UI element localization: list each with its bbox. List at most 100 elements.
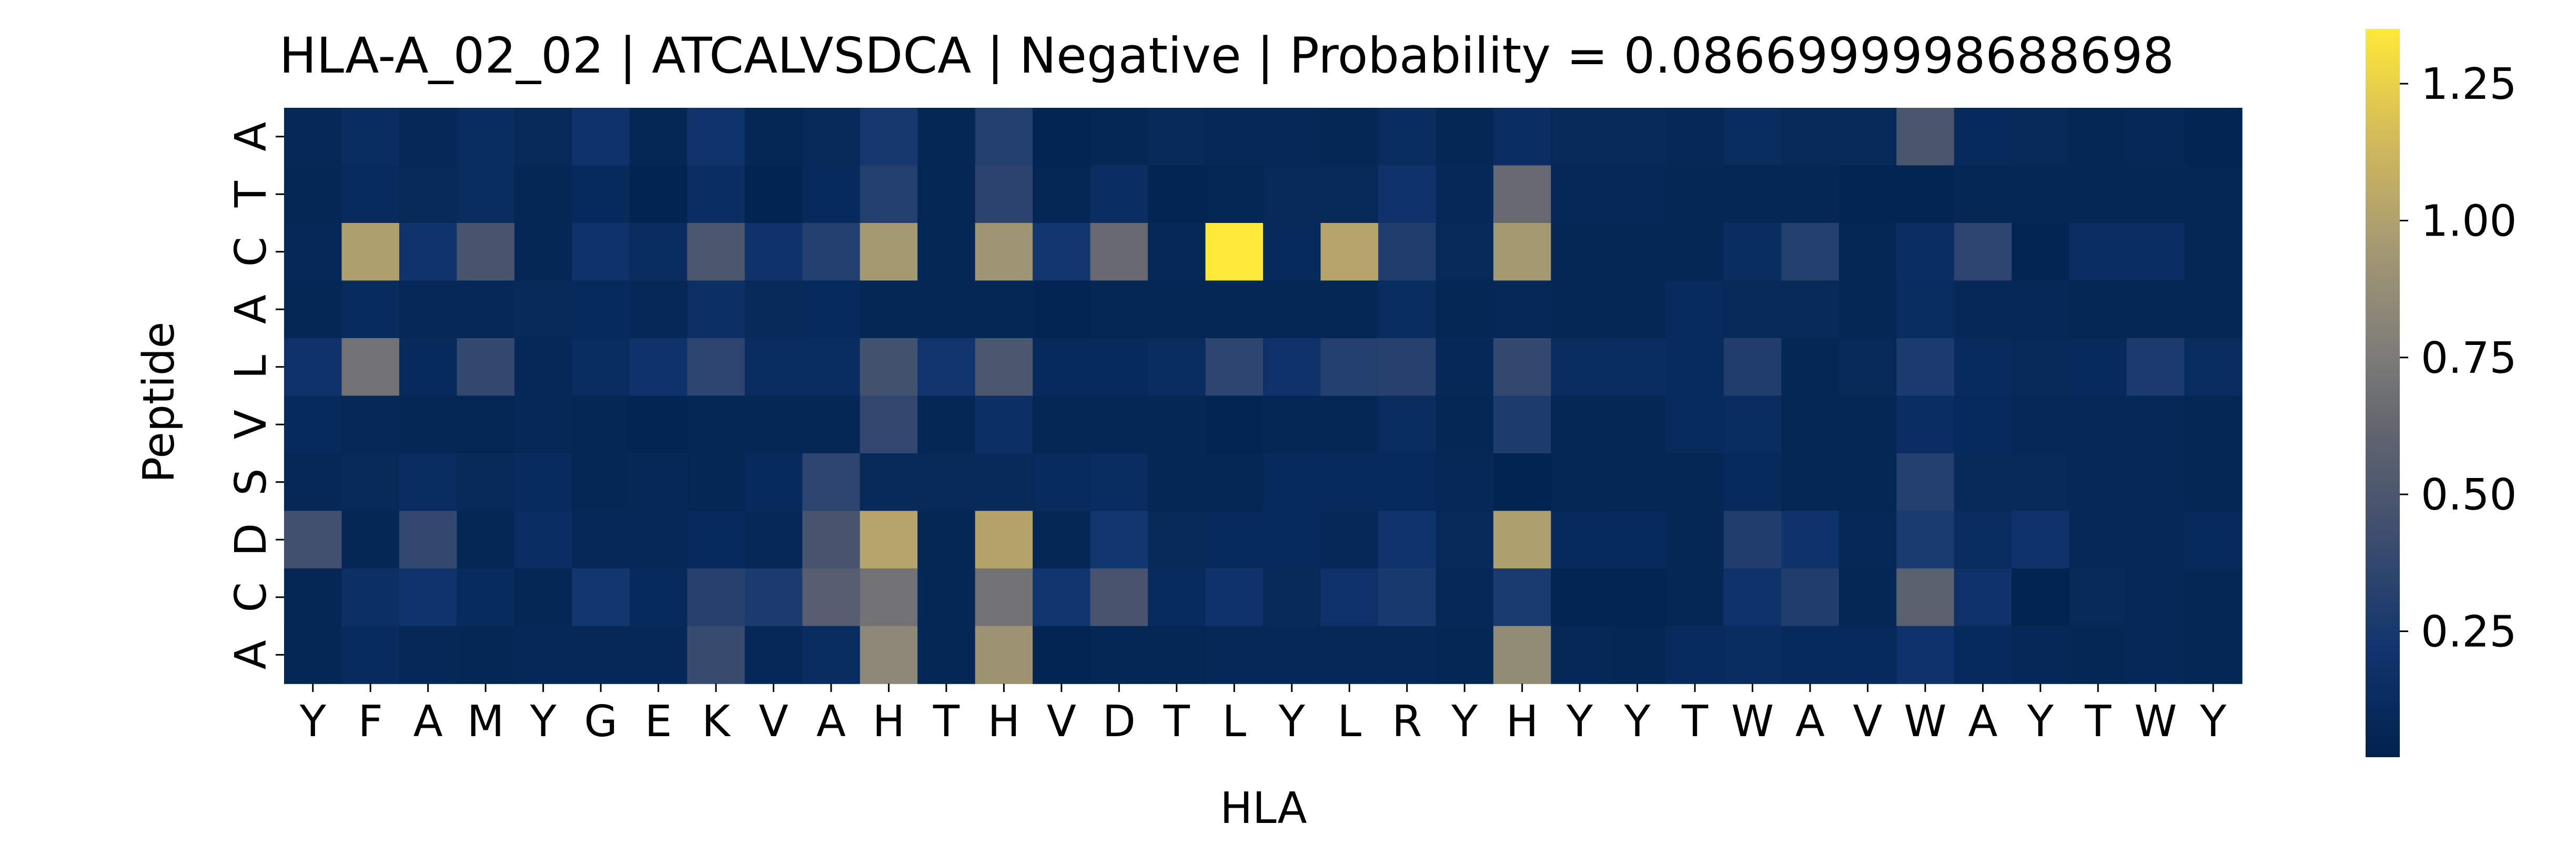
heatmap-cell (1896, 223, 1955, 281)
heatmap-cell (1148, 108, 1206, 166)
heatmap-cell (1320, 223, 1379, 281)
colorbar-tick-label: 0.75 (2421, 333, 2517, 383)
x-tick-label: W (1904, 697, 1946, 747)
heatmap-cell (1781, 568, 1840, 627)
heatmap-cell (1608, 395, 1667, 454)
heatmap-cell (975, 395, 1033, 454)
heatmap-cell (284, 568, 342, 627)
heatmap-cell (802, 108, 861, 166)
heatmap-cell (1090, 453, 1148, 512)
heatmap-cell (687, 280, 745, 339)
y-axis-label: Peptide (134, 322, 184, 483)
heatmap-cell (687, 338, 745, 396)
heatmap-cell (1896, 568, 1955, 627)
heatmap-cell (2012, 626, 2070, 684)
heatmap-cell (1493, 453, 1552, 512)
heatmap-cell (1838, 395, 1897, 454)
heatmap-cell (1723, 568, 1782, 627)
heatmap-cell (744, 511, 803, 569)
heatmap-cell (1436, 395, 1494, 454)
heatmap-cell (1896, 453, 1955, 512)
heatmap-cell (1263, 626, 1321, 684)
heatmap-cell (1090, 338, 1148, 396)
heatmap-cell (1666, 626, 1724, 684)
heatmap-cell (1551, 223, 1609, 281)
heatmap-cell (572, 511, 630, 569)
heatmap-cell (917, 223, 976, 281)
heatmap-cell (1493, 338, 1552, 396)
heatmap-cell (399, 280, 458, 339)
heatmap-cell (572, 395, 630, 454)
heatmap-cell (1551, 453, 1609, 512)
colorbar-tick-label: 0.50 (2421, 470, 2517, 520)
x-tick-label: R (1392, 697, 1422, 747)
heatmap-cell (399, 568, 458, 627)
x-tick-label: H (1506, 697, 1539, 747)
heatmap-cell (744, 108, 803, 166)
heatmap-cell (917, 453, 976, 512)
heatmap-cell (1493, 395, 1552, 454)
heatmap-cell (1090, 165, 1148, 223)
heatmap-cell (1033, 338, 1091, 396)
heatmap-cell (975, 280, 1033, 339)
x-tick-label: F (358, 697, 383, 747)
heatmap-cell (1838, 223, 1897, 281)
heatmap-cell (1723, 626, 1782, 684)
heatmap-cell (1148, 511, 1206, 569)
colorbar-tick-label: 0.25 (2421, 607, 2517, 657)
heatmap-cell (1263, 568, 1321, 627)
y-axis: ATCALVSDCA (226, 122, 284, 669)
heatmap-cell (1148, 395, 1206, 454)
heatmap-cell (2127, 453, 2185, 512)
heatmap-cell (2127, 223, 2185, 281)
heatmap-cell (860, 626, 918, 684)
heatmap-cell (1263, 395, 1321, 454)
heatmap-cell (1896, 280, 1955, 339)
x-tick-label: K (702, 697, 731, 747)
heatmap-cell (2184, 511, 2242, 569)
heatmap-cell (2127, 511, 2185, 569)
heatmap-cell (975, 568, 1033, 627)
heatmap-cell (744, 453, 803, 512)
heatmap-cell (1320, 568, 1379, 627)
heatmap-cell (1205, 108, 1264, 166)
heatmap-cell (1551, 568, 1609, 627)
heatmap-cell (687, 223, 745, 281)
heatmap-cell (860, 165, 918, 223)
heatmap-cell (1551, 395, 1609, 454)
heatmap-cell (1033, 223, 1091, 281)
heatmap-cell (917, 511, 976, 569)
heatmap-cell (975, 626, 1033, 684)
heatmap-cell (629, 165, 688, 223)
heatmap-cells (284, 108, 2242, 684)
heatmap-cell (1723, 511, 1782, 569)
heatmap-cell (2184, 223, 2242, 281)
heatmap-cell (744, 165, 803, 223)
heatmap-cell (1205, 395, 1264, 454)
heatmap-cell (802, 453, 861, 512)
heatmap-cell (1436, 338, 1494, 396)
x-tick-label: H (988, 697, 1021, 747)
x-tick-label: Y (530, 697, 557, 747)
x-tick-label: V (1047, 697, 1076, 747)
heatmap-cell (1781, 626, 1840, 684)
heatmap-cell (2184, 626, 2242, 684)
heatmap-cell (1896, 108, 1955, 166)
heatmap-cell (860, 453, 918, 512)
heatmap-cell (2012, 453, 2070, 512)
heatmap-cell (687, 108, 745, 166)
heatmap-cell (917, 108, 976, 166)
heatmap-cell (744, 280, 803, 339)
heatmap-cell (1378, 165, 1437, 223)
heatmap-cell (1666, 223, 1724, 281)
heatmap-cell (1954, 280, 2012, 339)
heatmap-cell (341, 165, 400, 223)
heatmap-cell (2127, 626, 2185, 684)
heatmap-cell (1378, 511, 1437, 569)
heatmap-cell (2012, 108, 2070, 166)
heatmap-cell (802, 165, 861, 223)
x-tick-label: Y (1278, 697, 1306, 747)
heatmap-cell (1033, 511, 1091, 569)
heatmap-cell (284, 453, 342, 512)
heatmap-cell (1436, 223, 1494, 281)
